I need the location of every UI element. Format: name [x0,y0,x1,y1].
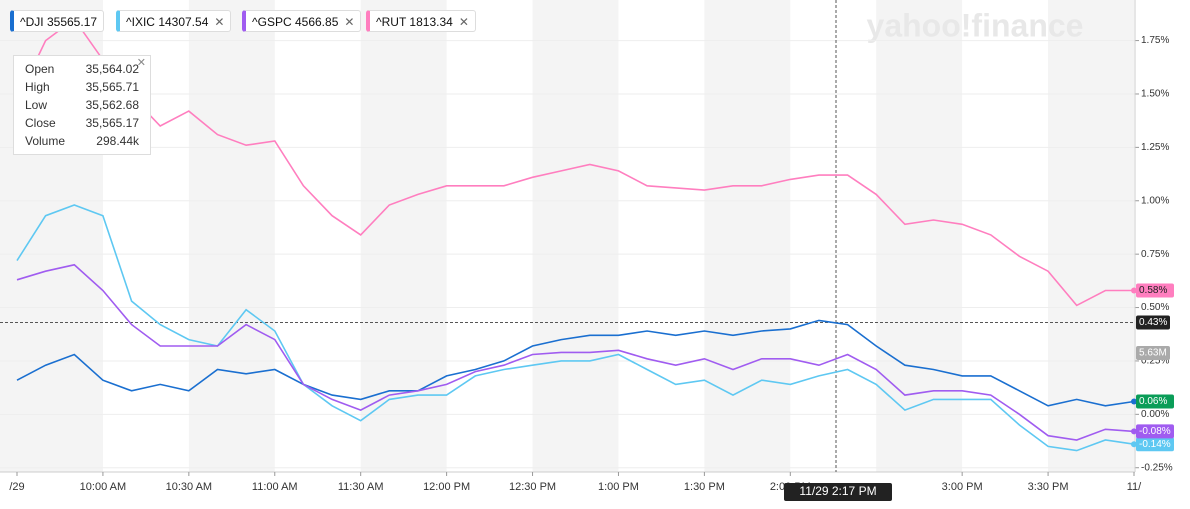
watermark: yahoo!finance [867,7,1084,43]
x-tick-label: 11:00 AM [252,481,298,493]
series-line [16,319,1135,407]
remove-button[interactable]: ✕ [344,15,355,29]
tooltip-value: 35,562.68 [85,98,139,112]
legend-chip: ^GSPC 4566.85 ✕ [242,10,362,32]
tooltip-value: 35,565.17 [85,116,139,130]
x-tick-label: 12:30 PM [509,481,556,493]
tooltip-row: Volume 298.44k [14,132,150,150]
end-badge [1136,437,1174,452]
x-tick-label: 1:00 PM [598,481,639,493]
band [188,0,275,472]
end-label: 0.06% [1139,396,1167,407]
crosshair-label: 0.43% [1139,317,1167,328]
end-point [1131,398,1137,405]
band [0,0,17,472]
band [360,0,447,472]
legend-value: 4566.85 [294,15,339,29]
legend-chip: ^IXIC 14307.54 ✕ [116,10,232,32]
tooltip-label: Open [25,62,55,76]
tooltip-label: Close [25,116,56,130]
tooltip: ✕ Open 35,564.02 High 35,565.71 Low 35,562.68 C… [13,55,151,155]
tooltip-label: Volume [25,134,66,148]
y-tick-label: 1.75% [1141,35,1169,46]
y-tick-label: 0.00% [1141,409,1169,420]
background-bands [0,0,1134,472]
x-tick-label: 3:00 PM [942,481,983,493]
series-line [16,204,1135,452]
y-tick-label: 0.75% [1141,249,1169,260]
volume-label: 5.63M [1139,348,1167,359]
band [704,0,791,472]
end-badge [1136,394,1174,409]
end-label: -0.08% [1139,426,1171,437]
remove-button[interactable]: ✕ [458,15,469,29]
x-tick-label: 11:30 AM [338,481,384,493]
remove-button[interactable]: ✕ [214,15,225,29]
tooltip-value: 35,564.02 [85,62,139,76]
time-badge [784,483,892,501]
tooltip-label: High [25,80,50,94]
end-badge [1136,283,1174,298]
y-tick-label: 1.00% [1141,195,1169,206]
legend-value: 1813.34 [409,15,453,29]
legend-name: ^IXIC [126,15,155,29]
x-tick-label: 10:30 AM [166,481,212,493]
x-tick-label: 10:00 AM [80,481,126,493]
tooltip-value: 298.44k [96,134,139,148]
legend-name: ^RUT [376,15,407,29]
tooltip-row: Open 35,564.02 [14,60,150,78]
y-tick-label: 1.25% [1141,142,1169,153]
tooltip-row: Close 35,565.17 [14,114,150,132]
series-line [16,18,1134,307]
end-label: 0.58% [1139,285,1167,296]
y-tick-label: -0.25% [1141,462,1173,473]
band [532,0,619,472]
legend-value: 14307.54 [158,15,209,29]
volume-badge [1136,346,1170,360]
x-tick-label: 1:30 PM [684,481,725,493]
legend-name: ^GSPC [252,15,292,29]
tooltip-row: Low 35,562.68 [14,96,150,114]
x-tick-label: 3:30 PM [1028,481,1069,493]
legend-chip: ^RUT 1813.34 ✕ [366,10,476,32]
series-line [16,263,1135,441]
band [1048,0,1134,472]
y-tick-label: 1.50% [1141,89,1169,100]
x-tick-label: 11/ [1127,481,1142,493]
end-point [1131,287,1137,294]
end-label: -0.14% [1139,439,1171,450]
x-tick-label: /29 [9,481,24,493]
legend-value: 35565.17 [46,15,98,29]
end-point [1131,428,1137,435]
legend-chip: ^DJI 35565.17 [10,10,105,32]
x-tick-label: 12:00 PM [423,481,470,493]
tooltip-value: 35,565.71 [85,80,139,94]
crosshair-badge [1136,315,1170,330]
tooltip-row: High 35,565.71 [14,78,150,96]
tooltip-label: Low [25,98,48,112]
y-tick-label: 0.50% [1141,302,1169,313]
end-point [1131,441,1137,448]
y-tick-label: 0.25% [1141,356,1169,367]
tooltip-close[interactable]: ✕ [136,57,146,69]
legend-name: ^DJI [20,15,44,29]
band [876,0,963,472]
end-badge [1136,424,1174,439]
time-label: 11/29 2:17 PM [799,484,876,498]
